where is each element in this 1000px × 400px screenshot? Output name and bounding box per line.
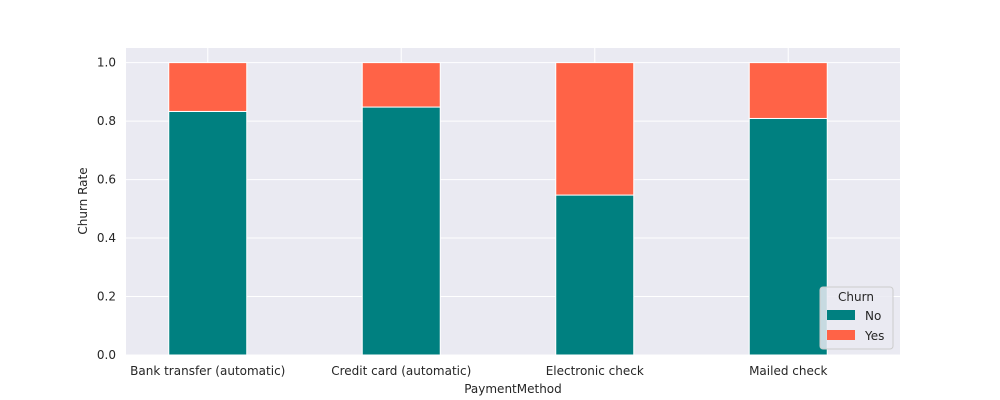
bar-no <box>361 106 441 356</box>
y-tick-labels: 0.0 0.2 0.4 0.6 0.8 1.0 <box>97 56 116 362</box>
y-tick-label: 0.8 <box>97 114 116 128</box>
y-axis-label: Churn Rate <box>76 167 90 234</box>
x-tick-labels: Bank transfer (automatic) Credit card (au… <box>130 364 827 378</box>
legend-swatch-yes <box>827 330 855 340</box>
bar-yes <box>748 62 828 119</box>
y-tick-label: 0.2 <box>97 290 116 304</box>
bar-yes <box>555 62 635 196</box>
x-tick-label: Credit card (automatic) <box>331 364 471 378</box>
legend-label-yes: Yes <box>864 329 884 343</box>
y-tick-label: 0.0 <box>97 348 116 362</box>
y-tick-label: 0.4 <box>97 231 116 245</box>
x-axis-label: PaymentMethod <box>464 382 562 396</box>
x-tick-label: Bank transfer (automatic) <box>130 364 285 378</box>
legend-label-no: No <box>865 309 881 323</box>
bar-no <box>555 194 635 356</box>
bars <box>168 62 828 356</box>
legend: Churn No Yes <box>819 286 894 350</box>
bar-no <box>748 117 828 356</box>
legend-swatch-no <box>827 310 855 320</box>
y-tick-label: 1.0 <box>97 56 116 70</box>
x-tick-label: Electronic check <box>546 364 644 378</box>
bar-yes <box>361 62 441 108</box>
legend-title: Churn <box>838 290 874 304</box>
bar-no <box>168 110 248 356</box>
bar-yes <box>168 62 248 112</box>
x-tick-label: Mailed check <box>749 364 827 378</box>
y-tick-label: 0.6 <box>97 173 116 187</box>
